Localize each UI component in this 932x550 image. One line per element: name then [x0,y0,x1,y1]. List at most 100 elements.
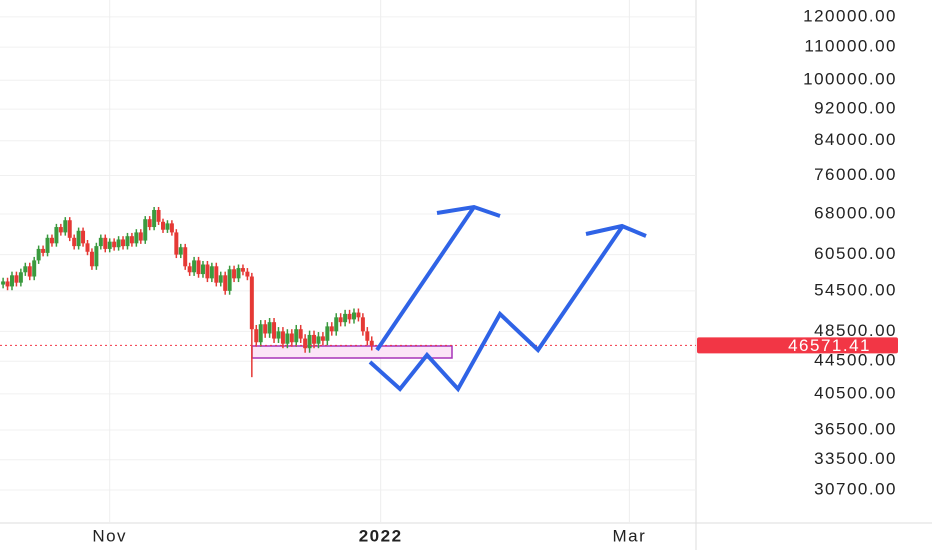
candle-body [169,223,174,233]
y-tick-label: 110000.00 [804,37,897,56]
candle-body [165,223,170,230]
candle-body [196,260,201,275]
candle-body [116,239,121,248]
x-tick-label: Nov [92,526,127,545]
candle-body [183,247,188,267]
candle-body [276,331,281,339]
candle-body [360,317,365,332]
arrow-head [585,223,647,238]
candle-body [187,266,192,273]
candle-body [312,334,317,344]
candle-body [23,266,28,273]
candle-body [178,247,183,255]
candle-body [49,237,54,244]
candle-body [41,248,46,253]
projection-line [375,205,476,352]
candle-body [249,276,254,330]
candle-body [174,232,179,255]
candle-body [81,230,86,244]
y-tick-label: 68000.00 [814,204,897,223]
x-tick-label: 2022 [359,526,403,545]
candle-body [27,266,32,277]
projection-drawings [368,204,647,393]
candle-body [58,227,63,233]
candle-body [236,268,241,279]
candle-body [103,237,108,249]
y-tick-label: 92000.00 [814,99,897,118]
candle-body [267,322,272,334]
projection-line [368,225,624,393]
candle-body [289,333,294,343]
candle-body [98,237,103,247]
candle-body [36,248,41,261]
candle-body [85,243,90,252]
candle-body [218,275,223,283]
axes: 120000.00 110000.00 100000.00 92000.00 84000… [92,6,898,545]
x-tick-label: Mar [612,526,646,545]
candle-body [63,220,68,233]
candle-body [121,239,126,247]
y-tick-label: 54500.00 [814,280,897,299]
candle-body [285,333,290,344]
candle-body [152,209,157,228]
candle-body [303,338,308,349]
candle-body [343,313,348,323]
y-tick-label: 84000.00 [814,130,897,149]
y-tick-label: 120000.00 [803,6,897,25]
candle-body [263,324,268,334]
y-tick-label: 30700.00 [814,480,897,499]
candle-body [214,266,219,283]
candle-body [143,219,148,241]
y-tick-label: 60500.00 [814,244,897,263]
candle-body [129,236,134,244]
candle-body [200,264,205,275]
candle-body [369,340,374,346]
candle-body [325,326,330,341]
last-price-label: 46571.41 [788,336,871,355]
candle-body [272,322,277,339]
support-zone [251,345,453,359]
candle-body [356,312,361,318]
candle-body [76,230,81,247]
y-tick-label: 44500.00 [814,351,897,370]
candle-body [227,269,232,291]
y-tick-label: 40500.00 [814,383,897,402]
candle-body [320,336,325,341]
candle-body [107,241,112,249]
candle-body [280,331,285,344]
candle-body [232,269,237,279]
candle-body [161,221,166,230]
candle-body [245,271,250,277]
candle-body [365,331,370,341]
candle-body [334,317,339,332]
y-tick-label: 36500.00 [814,419,897,438]
candle-body [14,275,19,283]
candle-body [223,275,228,291]
candle-body [94,246,99,267]
arrow-head [436,204,501,218]
candle-body [209,266,214,279]
candle-body [307,334,312,349]
candle-body [298,329,303,339]
y-tick-label: 100000.00 [803,70,897,89]
candle-body [329,326,334,332]
candle-body [347,313,352,320]
candle-body [138,232,143,241]
candle-body [67,220,72,238]
candle-body [316,336,321,344]
candle-body [125,236,130,247]
candle-body [5,281,10,287]
candle-body [72,237,77,247]
last-price-box [697,337,898,354]
candle-body [1,281,6,285]
candle-body [45,237,50,253]
candle-body [9,275,14,287]
candle-body [240,268,245,272]
candle-body [205,264,210,279]
candle-body [338,317,343,323]
candle-body [294,329,299,343]
candle-body [156,209,161,222]
